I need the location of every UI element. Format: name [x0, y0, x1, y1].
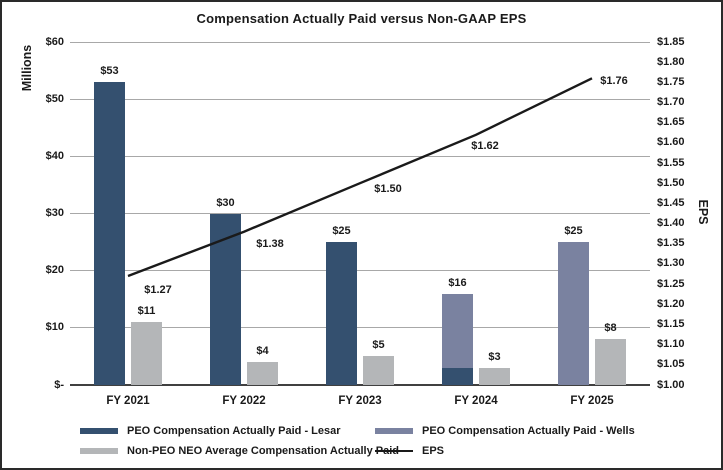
right-axis-tick-label: $1.15 — [657, 317, 685, 330]
bar-segment-neo — [131, 322, 162, 385]
left-axis-tick-label: $40 — [45, 149, 64, 162]
eps-line — [127, 77, 593, 278]
left-axis-tick-label: $60 — [45, 35, 64, 48]
eps-line-swatch — [375, 450, 413, 452]
right-axis-tick-label: $1.25 — [657, 277, 685, 290]
legend-label-wells: PEO Compensation Actually Paid - Wells — [422, 425, 635, 437]
right-axis-tick-label: $1.10 — [657, 338, 685, 351]
chart-title: Compensation Actually Paid versus Non-GA… — [196, 11, 527, 26]
right-axis-tick-label: $1.20 — [657, 297, 685, 310]
bar-segment-lesar — [442, 367, 473, 385]
gridline — [70, 270, 650, 272]
left-axis-tick-label: $30 — [45, 207, 64, 219]
left-axis-tick-label: $50 — [45, 92, 64, 105]
gridline — [70, 41, 650, 43]
right-axis-tick-label: $1.55 — [657, 156, 685, 169]
right-axis-tick-label: $1.40 — [657, 217, 685, 230]
right-axis-tick-label: $1.45 — [657, 196, 685, 209]
bar-value-label: $16 — [448, 276, 467, 289]
gridline — [70, 98, 650, 100]
legend-label-neo: Non-PEO NEO Average Compensation Actuall… — [127, 445, 399, 457]
legend-label-eps: EPS — [422, 445, 445, 457]
bar-segment-wells — [558, 242, 589, 385]
bar-value-label: $25 — [332, 225, 351, 238]
bar-value-label: $8 — [604, 322, 617, 335]
x-axis-label: FY 2025 — [570, 395, 614, 407]
gridline — [70, 155, 650, 157]
right-axis-tick-label: $1.75 — [657, 75, 685, 88]
eps-point-label: $1.27 — [144, 284, 172, 297]
x-axis-line — [70, 383, 650, 386]
right-axis-tick-label: $1.80 — [657, 55, 685, 68]
neo-bar-swatch — [80, 448, 118, 454]
legend-label-lesar: PEO Compensation Actually Paid - Lesar — [127, 425, 341, 437]
right-axis-tick-label: $1.30 — [657, 257, 685, 270]
bar-segment-neo — [479, 367, 510, 385]
bar-segment-lesar — [94, 82, 125, 385]
bar-value-label: $11 — [137, 305, 156, 318]
right-axis-tick-label: $1.50 — [657, 176, 685, 189]
right-axis-tick-label: $1.05 — [657, 358, 685, 371]
bar-value-label: $5 — [372, 339, 385, 352]
bar-segment-neo — [247, 362, 278, 385]
x-axis-label: FY 2021 — [106, 395, 150, 407]
bar-value-label: $3 — [488, 350, 501, 363]
right-axis-tick-label: $1.70 — [657, 96, 685, 109]
bar-value-label: $25 — [564, 225, 583, 238]
right-axis-tick-label: $1.65 — [657, 116, 685, 129]
legend-item-wells: PEO Compensation Actually Paid - Wells — [375, 425, 635, 437]
left-axis-tick-label: $20 — [45, 264, 64, 277]
x-axis-label: FY 2022 — [222, 395, 266, 407]
legend-item-lesar: PEO Compensation Actually Paid - Lesar — [80, 425, 341, 437]
bar-value-label: $53 — [100, 65, 119, 78]
lesar-bar-swatch — [80, 428, 118, 434]
eps-point-label: $1.76 — [600, 75, 628, 88]
bar-value-label: $30 — [216, 196, 235, 209]
gridline — [70, 327, 650, 329]
bar-segment-neo — [363, 356, 394, 385]
x-axis-label: FY 2023 — [338, 395, 382, 407]
wells-bar-swatch — [375, 428, 413, 434]
eps-point-label: $1.62 — [471, 139, 499, 152]
bar-segment-lesar — [326, 242, 357, 385]
legend-item-eps: EPS — [375, 445, 444, 457]
right-axis-tick-label: $1.35 — [657, 237, 685, 250]
eps-point-label: $1.38 — [256, 237, 284, 250]
bar-value-label: $4 — [256, 345, 269, 358]
left-axis-tick-label: $- — [54, 378, 64, 391]
bar-segment-neo — [595, 339, 626, 385]
eps-point-label: $1.50 — [374, 183, 402, 196]
right-axis-tick-label: $1.00 — [657, 378, 685, 391]
right-axis-tick-label: $1.85 — [657, 35, 685, 48]
legend-item-neo: Non-PEO NEO Average Compensation Actuall… — [80, 445, 399, 457]
bar-segment-wells — [442, 293, 473, 368]
left-axis-tick-label: $10 — [45, 321, 64, 334]
x-axis-label: FY 2024 — [454, 395, 498, 407]
right-axis-tick-label: $1.60 — [657, 136, 685, 149]
gridline — [70, 213, 650, 214]
